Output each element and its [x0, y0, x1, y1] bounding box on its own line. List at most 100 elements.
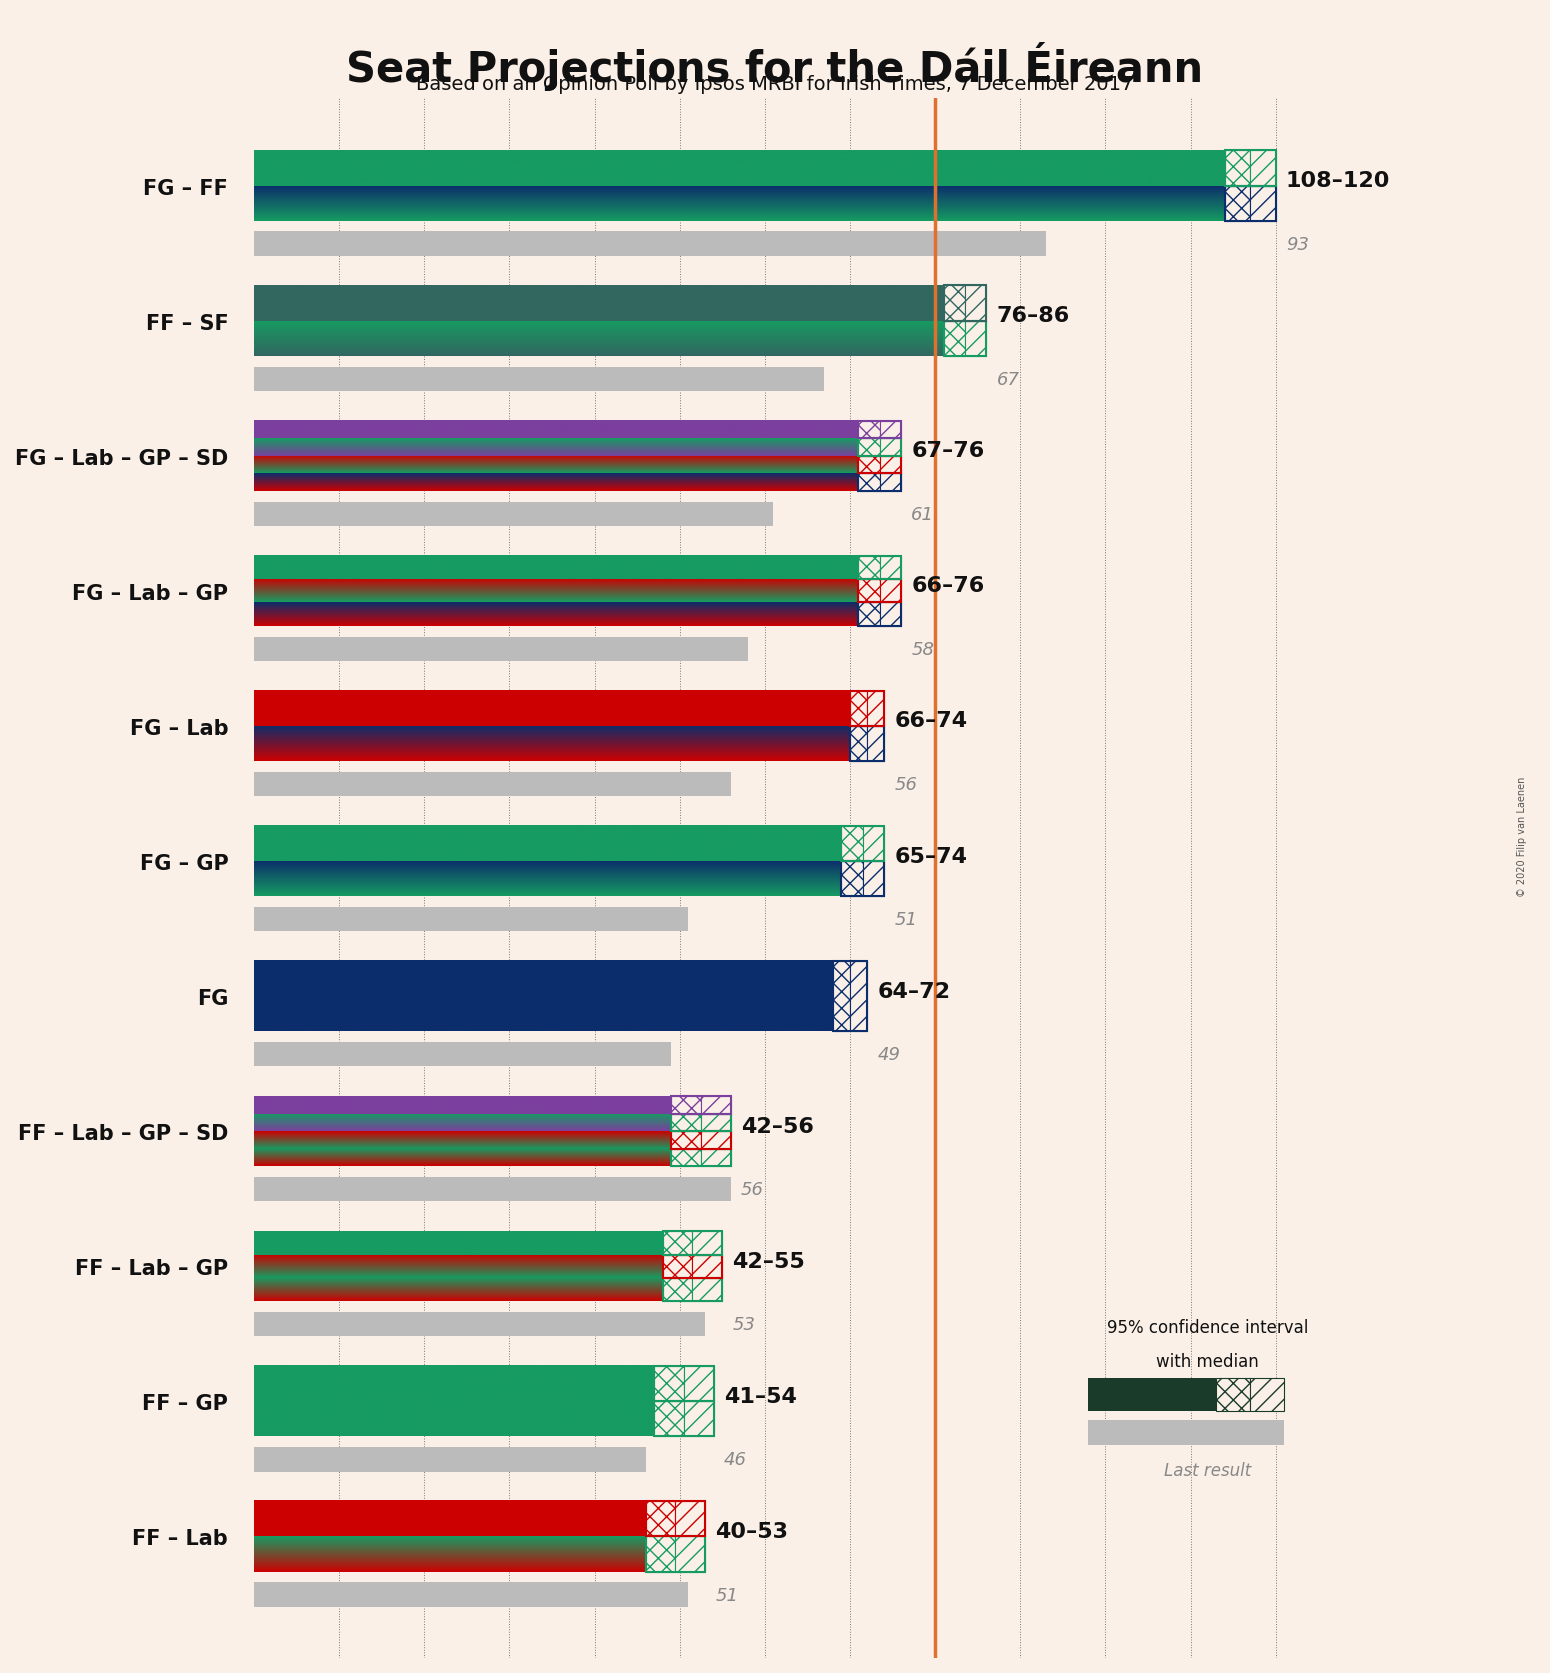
Bar [859, 422, 901, 438]
Bar [1251, 186, 1276, 221]
Text: 64–72: 64–72 [877, 980, 950, 1000]
Bar [254, 502, 773, 527]
Bar [254, 1583, 688, 1606]
Bar [662, 1231, 693, 1255]
Bar [944, 286, 966, 321]
Bar [701, 1114, 730, 1131]
Bar [684, 1367, 713, 1402]
Text: 76–86: 76–86 [997, 306, 1069, 326]
Bar [859, 457, 901, 473]
Bar [701, 1131, 730, 1149]
Bar [693, 1278, 722, 1302]
Bar [654, 1402, 713, 1437]
Bar [701, 1149, 730, 1166]
Bar [662, 1255, 693, 1278]
Bar [654, 1367, 713, 1402]
Bar [966, 321, 986, 356]
Bar [842, 826, 884, 862]
Text: 66–76: 66–76 [911, 576, 984, 596]
Text: Last result: Last result [1164, 1461, 1251, 1479]
Text: 65–74: 65–74 [894, 847, 967, 867]
Bar [944, 321, 966, 356]
Bar [1251, 151, 1276, 186]
Bar [866, 691, 883, 726]
Bar [662, 1278, 693, 1302]
Text: 95% confidence interval: 95% confidence interval [1107, 1318, 1308, 1337]
Bar [254, 1042, 671, 1067]
Bar [842, 826, 863, 862]
Bar [676, 1501, 705, 1536]
Bar [676, 1536, 705, 1571]
Bar [859, 457, 880, 473]
Bar [1217, 1379, 1251, 1412]
Bar [880, 604, 901, 626]
Bar [254, 637, 747, 661]
Text: 51: 51 [716, 1586, 738, 1603]
Bar [859, 422, 880, 438]
Bar [880, 557, 901, 581]
Bar [859, 604, 901, 626]
Text: 40–53: 40–53 [716, 1521, 789, 1541]
Text: 67: 67 [997, 370, 1020, 388]
Bar [842, 862, 863, 897]
Bar [859, 557, 880, 581]
Text: 56: 56 [894, 776, 918, 793]
Bar [859, 581, 901, 604]
Bar [849, 691, 866, 726]
Bar [671, 1131, 701, 1149]
Bar [254, 907, 688, 932]
Bar [849, 691, 884, 726]
Bar [654, 1402, 684, 1437]
Bar [880, 438, 901, 457]
Bar [859, 581, 880, 604]
Bar [849, 726, 866, 761]
Bar [646, 1501, 705, 1536]
Text: 66–74: 66–74 [894, 711, 967, 731]
Bar [859, 438, 880, 457]
Bar [646, 1536, 705, 1571]
Text: 51: 51 [894, 910, 918, 929]
Bar [1251, 1379, 1283, 1412]
Bar [701, 1096, 730, 1114]
Bar [832, 962, 849, 1032]
Bar [646, 1501, 676, 1536]
Bar [693, 1255, 722, 1278]
Bar [693, 1231, 722, 1255]
Bar [849, 726, 884, 761]
Text: 61: 61 [911, 505, 935, 524]
Bar [254, 1447, 646, 1472]
Bar [671, 1096, 701, 1114]
Bar [671, 1149, 701, 1166]
Bar [1224, 186, 1276, 221]
Text: 49: 49 [877, 1046, 901, 1064]
Text: 56: 56 [741, 1181, 764, 1198]
Bar [1088, 1379, 1217, 1412]
Bar [1224, 151, 1276, 186]
Bar [880, 422, 901, 438]
Text: © 2020 Filip van Laenen: © 2020 Filip van Laenen [1517, 776, 1527, 897]
Bar [671, 1096, 730, 1114]
Bar [859, 473, 901, 492]
Bar [254, 1178, 730, 1201]
Bar [662, 1231, 722, 1255]
Bar [880, 581, 901, 604]
Bar [1088, 1420, 1283, 1445]
Bar [671, 1114, 730, 1131]
Bar [646, 1536, 676, 1571]
Text: 58: 58 [911, 641, 935, 659]
Bar [880, 473, 901, 492]
Bar [849, 962, 866, 1032]
Text: 41–54: 41–54 [724, 1387, 797, 1405]
Bar [254, 1312, 705, 1337]
Bar [859, 438, 901, 457]
Bar [859, 473, 880, 492]
Bar [866, 726, 883, 761]
Bar [254, 368, 825, 391]
Bar [254, 233, 1046, 256]
Bar [859, 557, 901, 581]
Text: 46: 46 [724, 1450, 747, 1469]
Bar [662, 1255, 722, 1278]
Bar [859, 604, 880, 626]
Text: 42–56: 42–56 [741, 1116, 814, 1136]
Bar [863, 862, 883, 897]
